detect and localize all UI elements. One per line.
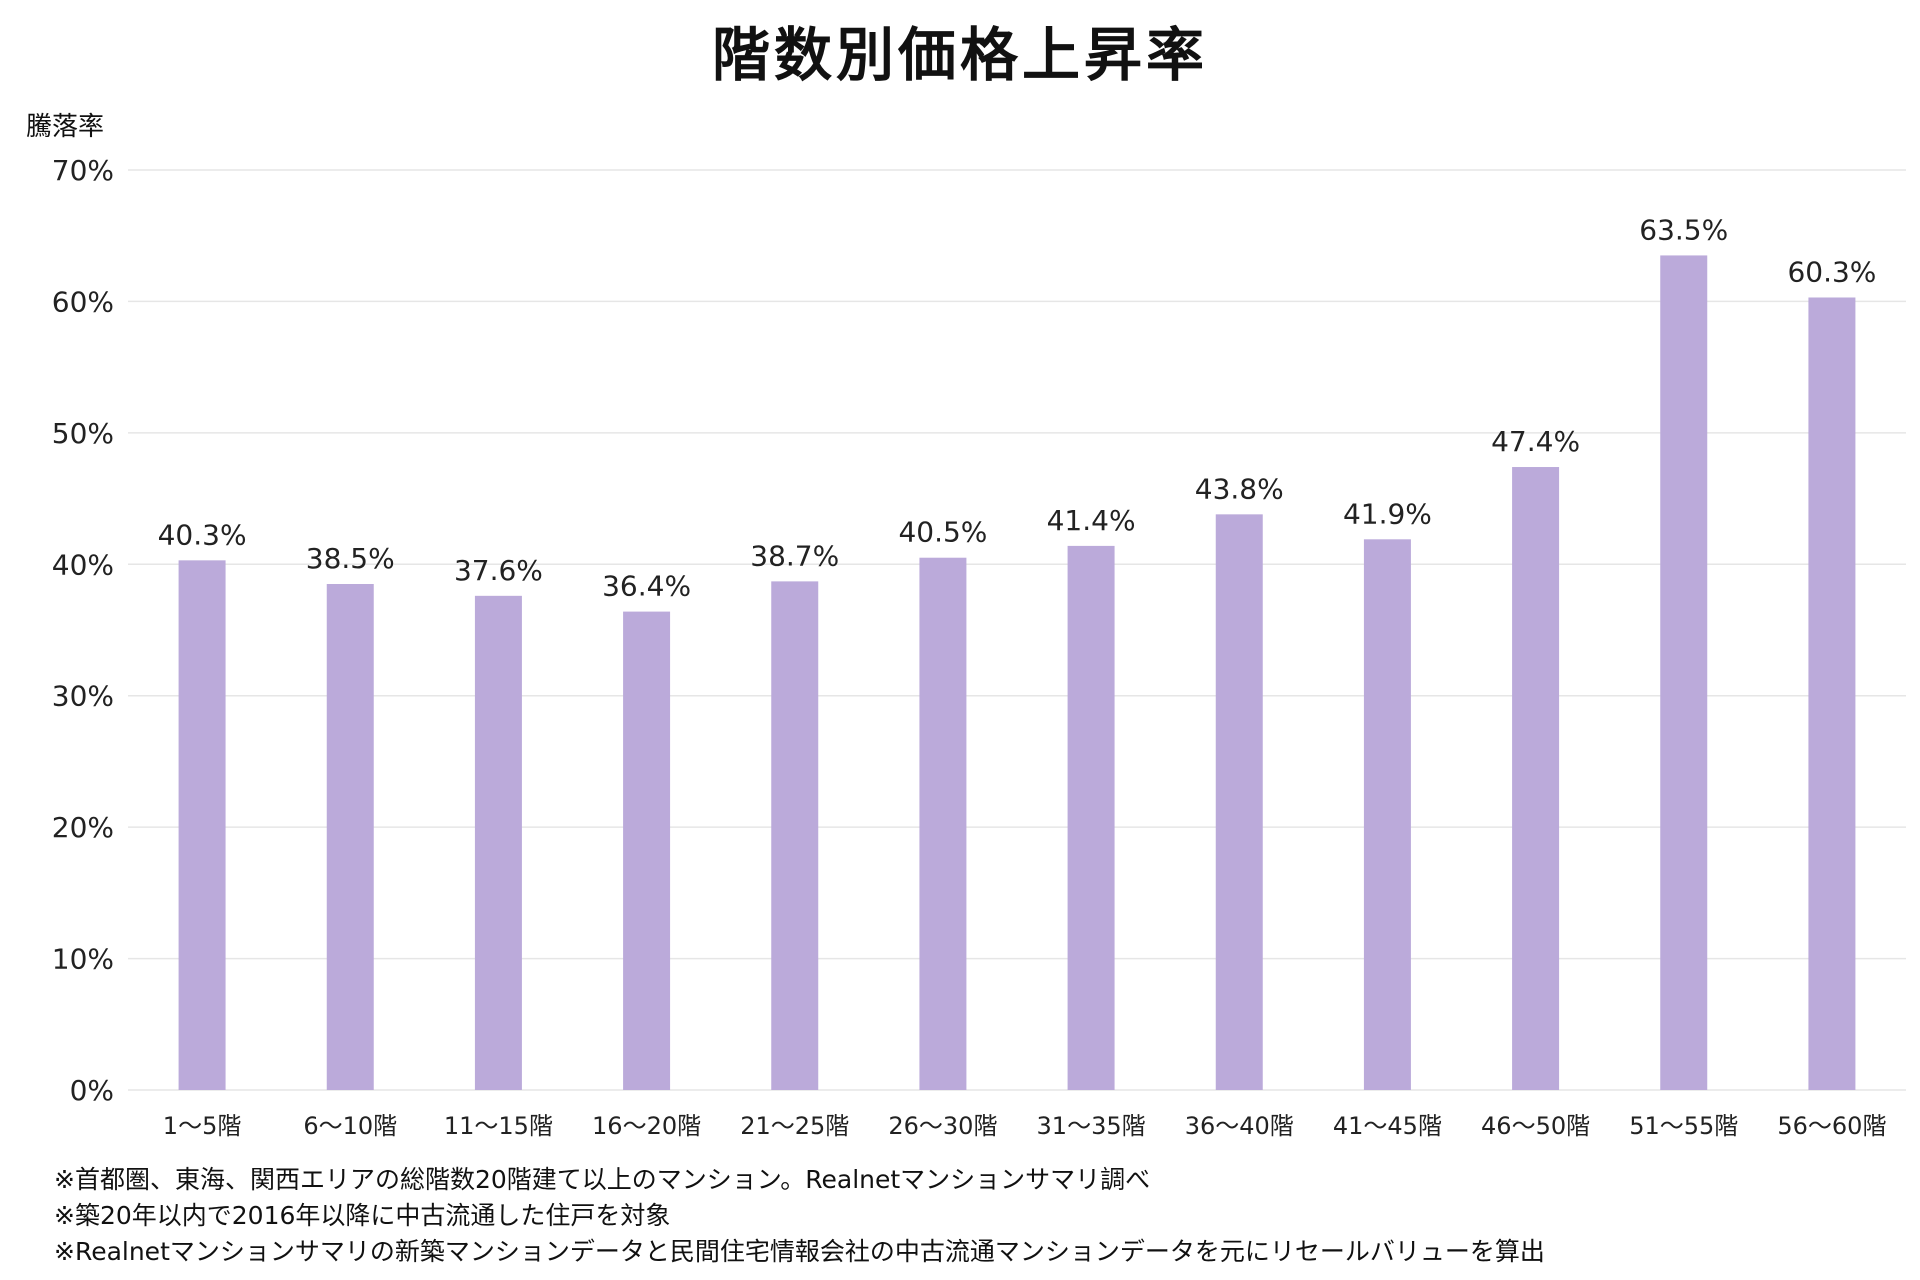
- bar: [1512, 467, 1560, 1090]
- x-tick-label: 51〜55階: [1629, 1112, 1738, 1140]
- x-tick-label: 21〜25階: [740, 1112, 849, 1140]
- y-tick-label: 40%: [52, 548, 114, 581]
- bar: [1067, 545, 1115, 1090]
- bars: [178, 255, 1856, 1090]
- data-label: 36.4%: [602, 570, 691, 603]
- y-tick-label: 70%: [52, 154, 114, 187]
- bar: [1215, 514, 1263, 1090]
- bar: [919, 557, 967, 1090]
- x-tick-label: 36〜40階: [1185, 1112, 1294, 1140]
- x-axis-ticks: 1〜5階 6〜10階 11〜15階 16〜20階 21〜25階 26〜30階 31〜35階 3…: [163, 1112, 1887, 1140]
- x-tick-label: 46〜50階: [1481, 1112, 1590, 1140]
- data-label: 37.6%: [454, 554, 543, 587]
- x-tick-label: 16〜20階: [592, 1112, 701, 1140]
- y-tick-label: 0%: [70, 1074, 114, 1107]
- data-label: 41.4%: [1047, 504, 1136, 537]
- bar: [178, 560, 226, 1090]
- footnote-1: ※首都圏、東海、関西エリアの総階数20階建て以上のマンション。Realnetマン…: [54, 1165, 1151, 1194]
- bar: [474, 595, 522, 1090]
- grid-lines: [128, 169, 1906, 1091]
- bar: [326, 584, 374, 1090]
- data-labels: 40.3% 38.5% 37.6% 36.4% 38.7% 40.5% 41.4% 43.8%…: [158, 213, 1877, 602]
- data-label: 41.9%: [1343, 497, 1432, 530]
- bar: [1808, 297, 1856, 1090]
- footnote-3: ※Realnetマンションサマリの新築マンションデータと民間住宅情報会社の中古流…: [54, 1237, 1545, 1266]
- x-tick-label: 6〜10階: [303, 1112, 397, 1140]
- data-label: 63.5%: [1639, 213, 1728, 246]
- chart-title: 階数別価格上昇率: [711, 21, 1208, 89]
- y-tick-label: 60%: [52, 285, 114, 318]
- footnote-2: ※築20年以内で2016年以降に中古流通した住戸を対象: [54, 1201, 671, 1230]
- bar-chart: 0% 10% 20% 30% 40% 50% 60% 70% 40.3% 38.5% 37.6% 3…: [52, 154, 1906, 1140]
- data-label: 43.8%: [1195, 472, 1284, 505]
- x-tick-label: 1〜5階: [163, 1112, 242, 1140]
- data-label: 47.4%: [1491, 425, 1580, 458]
- x-tick-label: 56〜60階: [1777, 1112, 1886, 1140]
- y-axis-title: 騰落率: [26, 112, 105, 142]
- data-label: 60.3%: [1787, 255, 1876, 288]
- footnotes: ※首都圏、東海、関西エリアの総階数20階建て以上のマンション。Realnetマン…: [54, 1162, 1545, 1270]
- bar: [623, 611, 671, 1090]
- x-tick-label: 41〜45階: [1333, 1112, 1442, 1140]
- y-tick-label: 50%: [52, 417, 114, 450]
- x-tick-label: 11〜15階: [444, 1112, 553, 1140]
- bar: [771, 581, 819, 1090]
- y-tick-label: 20%: [52, 811, 114, 844]
- y-tick-label: 30%: [52, 680, 114, 713]
- x-tick-label: 26〜30階: [888, 1112, 997, 1140]
- data-label: 40.5%: [898, 516, 987, 549]
- data-label: 38.7%: [750, 539, 839, 572]
- data-label: 38.5%: [306, 542, 395, 575]
- y-axis-ticks: 0% 10% 20% 30% 40% 50% 60% 70%: [52, 154, 114, 1107]
- y-tick-label: 10%: [52, 943, 114, 976]
- x-tick-label: 31〜35階: [1037, 1112, 1146, 1140]
- bar: [1660, 255, 1708, 1090]
- bar: [1363, 539, 1411, 1090]
- data-label: 40.3%: [158, 518, 247, 551]
